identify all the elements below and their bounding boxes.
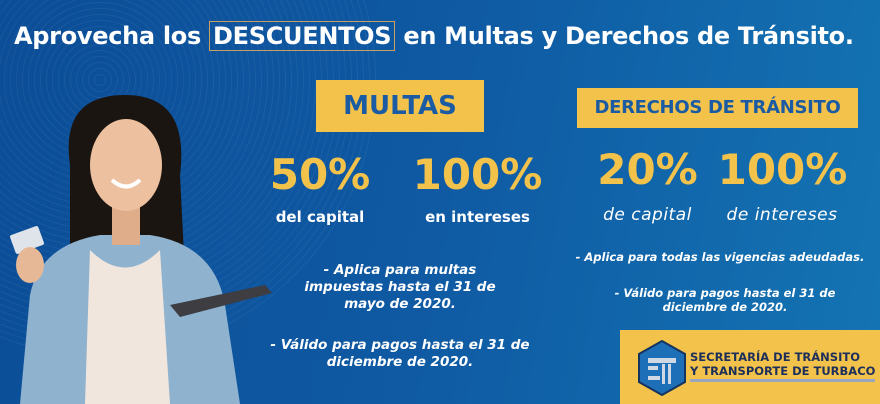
derechos-note-1: - Aplica para todas las vigencias adeuda… (570, 250, 870, 264)
headline-highlight: DESCUENTOS (209, 21, 396, 51)
logo-line-1: SECRETARÍA DE TRÁNSITO (690, 350, 860, 364)
note-line: - Válido para pagos hasta el 31 de (270, 337, 530, 353)
derechos-interest-label: de intereses (726, 205, 838, 225)
multas-interest-label: en intereses (425, 208, 530, 226)
logo-line-2: Y TRANSPORTE DE TURBACO (690, 364, 876, 378)
derechos-capital-percent: 20% (597, 145, 698, 194)
woman-with-tablet-image (10, 95, 272, 404)
secretaria-logo: SECRETARÍA DE TRÁNSITO Y TRANSPORTE DE T… (620, 330, 880, 404)
note-line: impuestas hasta el 31 de (304, 279, 496, 295)
note-line: - Aplica para todas las vigencias adeuda… (575, 250, 865, 264)
note-line: - Válido para pagos hasta el 31 de (614, 286, 836, 300)
headline: Aprovecha los DESCUENTOS en Multas y Der… (14, 21, 854, 51)
derechos-capital-label: de capital (603, 205, 692, 225)
headline-end: en Multas y Derechos de Tránsito. (403, 22, 854, 50)
note-line: mayo de 2020. (344, 296, 456, 312)
multas-note-2: - Válido para pagos hasta el 31 de dicie… (260, 337, 540, 371)
derechos-heading: DERECHOS DE TRÁNSITO (577, 88, 858, 128)
logo-text: SECRETARÍA DE TRÁNSITO Y TRANSPORTE DE T… (690, 350, 876, 382)
multas-capital-label: del capital (275, 208, 365, 226)
multas-capital-percent: 50% (269, 150, 371, 199)
multas-note-1: - Aplica para multas impuestas hasta el … (270, 262, 530, 313)
note-line: diciembre de 2020. (326, 354, 474, 370)
derechos-note-2: - Válido para pagos hasta el 31 de dicie… (590, 286, 860, 314)
note-line: diciembre de 2020. (662, 300, 788, 314)
multas-heading: MULTAS (316, 80, 484, 132)
note-line: - Aplica para multas (323, 262, 477, 278)
derechos-interest-percent: 100% (717, 145, 848, 194)
headline-start: Aprovecha los (14, 22, 201, 50)
multas-interest-percent: 100% (412, 150, 543, 199)
hexagon-logo-icon (638, 340, 686, 396)
